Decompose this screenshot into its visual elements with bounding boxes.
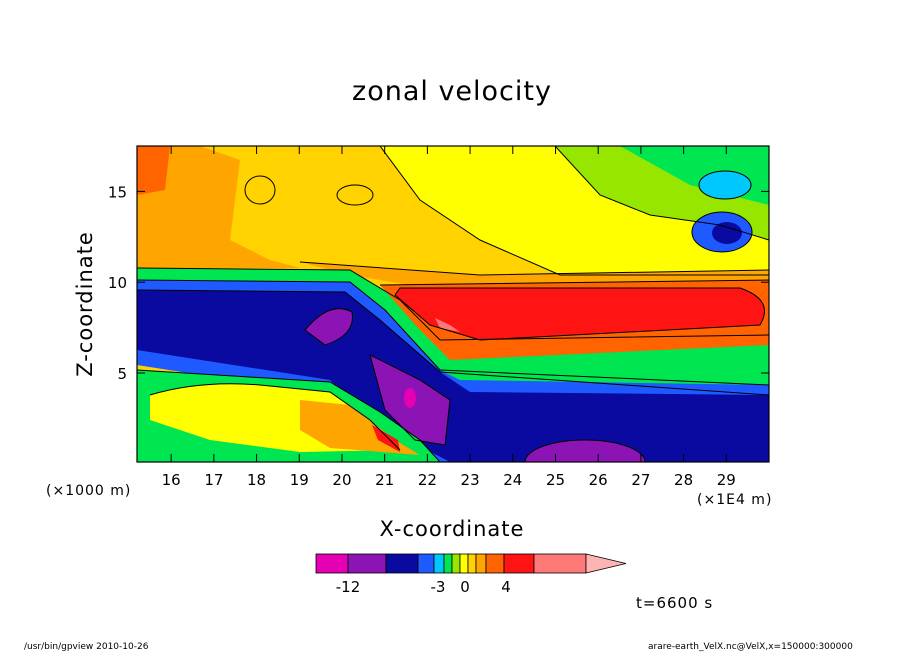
x-axis-title: X-coordinate (380, 517, 525, 541)
x-tick-label: 17 (204, 471, 223, 489)
jet-max (435, 318, 460, 332)
chart-title: zonal velocity (352, 76, 552, 107)
colorbar-segment (451, 553, 461, 574)
colorbar-label: -3 (431, 578, 446, 596)
upper-left-orange (137, 146, 300, 268)
colorbar-segment (467, 553, 477, 574)
purple-patch-upper (305, 308, 353, 345)
magenta-min (404, 388, 416, 408)
x-ticks (170, 146, 727, 462)
navy-layer (137, 290, 769, 462)
colorbar-label: 0 (460, 578, 470, 596)
upper-right-navy-eddy (712, 222, 742, 244)
colorbar-segment (459, 553, 469, 574)
contour-lines (137, 146, 769, 462)
plot-frame (136, 145, 770, 463)
upper-left-darkorange (137, 146, 170, 195)
colorbar-segment (485, 553, 505, 574)
upper-right-cyan-eddy (699, 171, 751, 199)
x-tick-label: 18 (247, 471, 266, 489)
colorbar (315, 553, 627, 574)
colorbar-label: 4 (501, 578, 511, 596)
lower-left-green (137, 420, 240, 462)
colorbar-segment (315, 553, 349, 574)
colorbar-segment (347, 553, 387, 574)
colorbar-segment (475, 553, 487, 574)
colorbar-labels: -12 -3 0 4 (336, 578, 511, 596)
y-tick-labels: 5 10 15 (108, 183, 127, 383)
x-tick-label: 29 (717, 471, 736, 489)
colorbar-segment (417, 553, 435, 574)
y-tick-label: 5 (117, 365, 127, 383)
y-tick-label: 15 (108, 183, 127, 201)
colorbar-segment (533, 553, 587, 574)
x-tick-label: 26 (589, 471, 608, 489)
x-tick-label: 28 (674, 471, 693, 489)
x-tick-label: 22 (418, 471, 437, 489)
x-tick-label: 19 (290, 471, 309, 489)
footer-left: /usr/bin/gpview 2010-10-26 (24, 642, 149, 652)
colorbar-segment (385, 553, 419, 574)
x-tick-labels: 16 17 18 19 20 21 22 23 24 25 26 27 28 29 (162, 471, 736, 489)
x-tick-label: 27 (631, 471, 650, 489)
y-unit-label: (×1000 m) (46, 483, 132, 499)
colorbar-segment (503, 553, 535, 574)
time-label: t=6600 s (636, 594, 714, 612)
x-tick-label: 16 (162, 471, 181, 489)
transition-green (137, 268, 769, 390)
x-tick-label: 25 (546, 471, 565, 489)
y-ticks (137, 190, 769, 374)
y-tick-label: 10 (108, 274, 127, 292)
x-tick-label: 24 (503, 471, 522, 489)
x-tick-label: 20 (332, 471, 351, 489)
colorbar-label: -12 (336, 578, 361, 596)
x-tick-label: 21 (375, 471, 394, 489)
footer-right: arare-earth_VelX.nc@VelX,x=150000:300000 (648, 642, 853, 652)
lower-red (372, 425, 400, 452)
colorbar-arrow (585, 553, 627, 574)
colorbar-segment (443, 553, 453, 574)
y-axis-title: Z-coordinate (73, 231, 97, 377)
x-unit-label: (×1E4 m) (697, 492, 773, 508)
jet-core (395, 288, 765, 340)
x-tick-label: 23 (461, 471, 480, 489)
colorbar-segment (433, 553, 445, 574)
contour-field (137, 146, 769, 462)
